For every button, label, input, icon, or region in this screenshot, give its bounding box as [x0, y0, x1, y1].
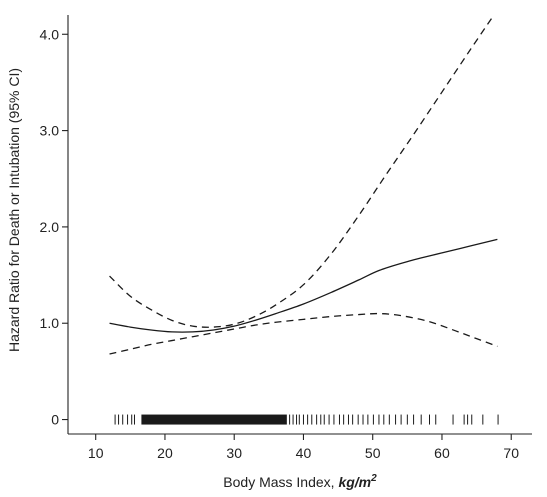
x-tick-label: 30 [226, 445, 242, 461]
series-lines [109, 14, 498, 355]
y-tick-label: 2.0 [40, 219, 60, 235]
x-ticks: 10 20 30 40 50 60 70 [88, 434, 519, 461]
hazard-ratio-line [109, 238, 498, 333]
rug-dense-band [141, 414, 287, 425]
y-tick-label: 4.0 [40, 26, 60, 42]
x-tick-label: 20 [157, 445, 173, 461]
y-ticks: 0 1.0 2.0 3.0 4.0 [40, 26, 68, 428]
y-tick-label: 1.0 [40, 315, 60, 331]
upper-ci-line [109, 14, 495, 328]
axes [67, 15, 532, 435]
x-tick-label: 40 [296, 445, 312, 461]
y-tick-label: 0 [51, 412, 59, 428]
x-tick-label: 50 [365, 445, 381, 461]
x-axis-label-unit-sup: 2 [370, 473, 377, 484]
x-tick-label: 70 [503, 445, 519, 461]
lower-ci-line [109, 312, 498, 355]
x-axis-label: Body Mass Index, kg/m2 [223, 473, 377, 490]
y-tick-label: 3.0 [40, 123, 60, 139]
y-axis-label: Hazard Ratio for Death or Intubation (95… [6, 68, 22, 352]
x-tick-label: 60 [434, 445, 450, 461]
x-axis-label-text: Body Mass Index, [223, 474, 338, 490]
x-axis-label-unit: kg/m [338, 474, 371, 490]
rug-plot [114, 414, 499, 425]
x-tick-label: 10 [88, 445, 104, 461]
